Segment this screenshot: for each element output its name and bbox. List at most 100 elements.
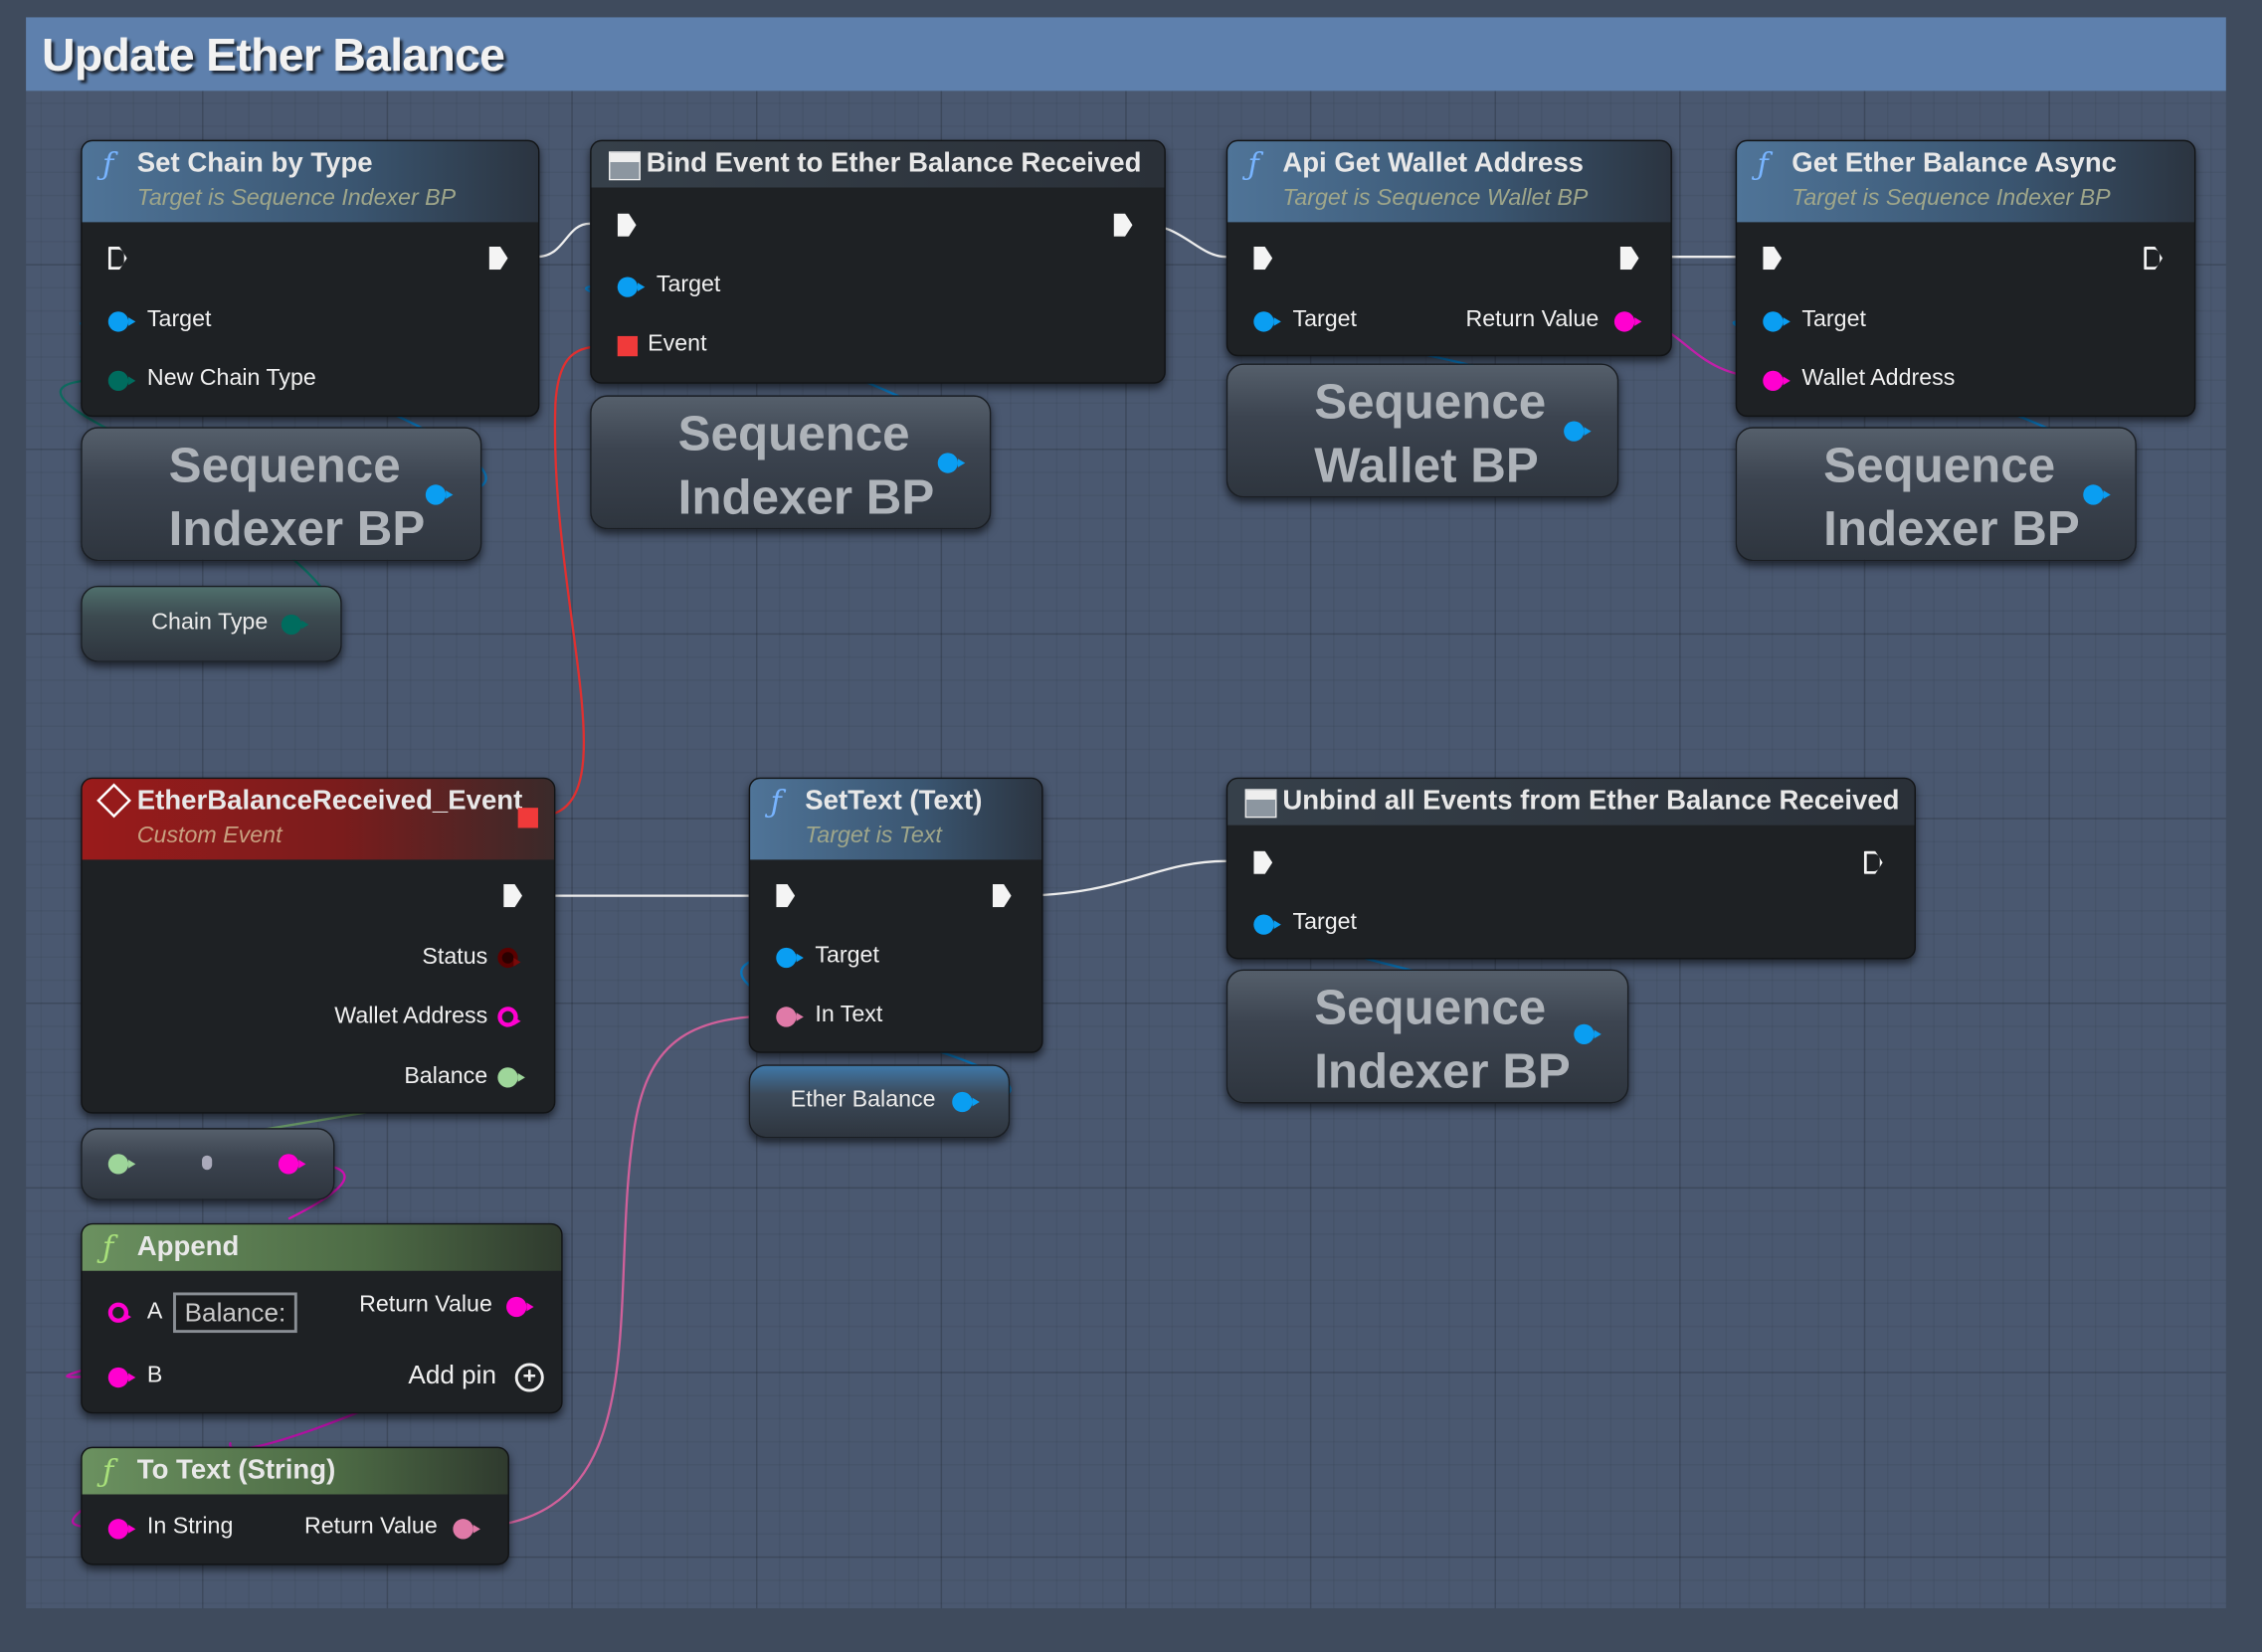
wallet-address-pin[interactable] <box>497 1007 521 1027</box>
node-float-to-string-conversion[interactable] <box>81 1128 335 1200</box>
node-ether-balance-received-event[interactable]: EtherBalanceReceived_Event Custom Event … <box>81 777 556 1114</box>
variable-sequence-indexer-bp[interactable]: Sequence Indexer BP <box>1225 969 1629 1104</box>
exec-out-pin[interactable] <box>1863 850 1883 874</box>
event-pin[interactable] <box>617 335 639 357</box>
exec-in-pin[interactable] <box>1763 247 1783 271</box>
in-string-pin[interactable] <box>107 1519 136 1540</box>
add-pin-icon[interactable]: + <box>514 1363 544 1392</box>
node-to-text-string[interactable]: ƒ To Text (String) In String Return Valu… <box>81 1446 509 1565</box>
output-pin[interactable] <box>281 614 309 636</box>
delegate-out-pin[interactable] <box>517 808 538 828</box>
exec-out-pin[interactable] <box>488 247 508 271</box>
comment-box-header[interactable]: Update Ether Balance <box>26 17 2226 92</box>
node-bind-event[interactable]: Bind Event to Ether Balance Received Tar… <box>590 139 1166 384</box>
pin-label: Target <box>656 273 721 297</box>
pin-label: Target <box>1801 306 1866 332</box>
exec-in-pin[interactable] <box>776 884 796 908</box>
new-chain-type-pin[interactable] <box>107 370 136 392</box>
variable-label: Sequence Indexer BP <box>1823 438 2080 557</box>
output-pin[interactable] <box>937 453 966 473</box>
exec-in-pin[interactable] <box>617 213 637 237</box>
exec-in-pin[interactable] <box>1253 850 1273 874</box>
add-pin-button[interactable]: Add pin <box>408 1360 496 1389</box>
variable-label: Sequence Wallet BP <box>1314 375 1547 494</box>
conversion-dot <box>202 1155 213 1171</box>
target-pin[interactable] <box>617 276 646 297</box>
pin-label: In String <box>146 1514 234 1540</box>
pin-label: Status <box>422 944 488 970</box>
exec-out-pin[interactable] <box>1113 213 1133 237</box>
node-title: To Text (String) <box>136 1455 336 1486</box>
node-title: Set Chain by Type <box>136 148 373 179</box>
variable-ether-balance[interactable]: Ether Balance <box>748 1064 1011 1139</box>
delegate-icon <box>1244 789 1277 819</box>
variable-sequence-indexer-bp[interactable]: Sequence Indexer BP <box>1735 427 2137 562</box>
output-pin[interactable] <box>1564 421 1592 442</box>
a-value-input[interactable]: Balance: <box>173 1292 297 1334</box>
pin-label: Wallet Address <box>1801 366 1956 392</box>
node-settext[interactable]: ƒ SetText (Text) Target is Text Target I… <box>748 777 1043 1053</box>
target-pin[interactable] <box>1763 311 1791 332</box>
b-pin[interactable] <box>107 1367 136 1388</box>
exec-out-pin[interactable] <box>992 884 1012 908</box>
function-icon: ƒ <box>1247 146 1259 182</box>
output-pin[interactable] <box>1574 1023 1602 1045</box>
function-icon: ƒ <box>101 1453 114 1489</box>
pin-label: Target <box>1292 910 1357 935</box>
output-pin[interactable] <box>952 1091 980 1113</box>
node-subtitle: Custom Event <box>136 824 283 848</box>
pin-label: B <box>146 1363 163 1388</box>
variable-sequence-wallet-bp[interactable]: Sequence Wallet BP <box>1225 363 1619 498</box>
node-unbind-all-events[interactable]: Unbind all Events from Ether Balance Rec… <box>1225 777 1916 960</box>
delegate-icon <box>609 151 641 181</box>
variable-label: Sequence Indexer BP <box>168 438 426 557</box>
variable-sequence-indexer-bp[interactable]: Sequence Indexer BP <box>590 395 992 530</box>
function-icon: ƒ <box>1757 146 1769 182</box>
output-pin[interactable] <box>425 484 454 505</box>
pin-label: A <box>146 1299 163 1325</box>
function-icon: ƒ <box>101 146 114 182</box>
exec-in-pin[interactable] <box>1253 247 1273 271</box>
target-pin[interactable] <box>1253 914 1281 935</box>
variable-sequence-indexer-bp[interactable]: Sequence Indexer BP <box>81 427 482 562</box>
variable-label: Chain Type <box>151 610 269 636</box>
pin-label: Target <box>1292 306 1357 332</box>
node-subtitle: Target is Sequence Indexer BP <box>1791 186 2111 211</box>
return-value-pin[interactable] <box>453 1519 480 1540</box>
node-subtitle: Target is Text <box>805 824 942 848</box>
exec-out-pin[interactable] <box>2144 247 2163 271</box>
function-icon: ƒ <box>101 1230 114 1265</box>
variable-label: Sequence Indexer BP <box>1314 981 1571 1100</box>
pin-label: In Text <box>815 1002 883 1027</box>
return-value-pin[interactable] <box>1613 311 1642 332</box>
target-pin[interactable] <box>776 947 804 969</box>
output-pin[interactable] <box>2083 484 2111 505</box>
wallet-address-pin[interactable] <box>1763 370 1791 392</box>
node-title: SetText (Text) <box>805 786 983 817</box>
node-set-chain-by-type[interactable]: ƒ Set Chain by Type Target is Sequence I… <box>81 139 540 418</box>
node-subtitle: Target is Sequence Indexer BP <box>136 186 457 211</box>
function-icon: ƒ <box>770 784 782 820</box>
a-pin[interactable] <box>107 1302 131 1323</box>
input-pin[interactable] <box>107 1154 136 1175</box>
node-api-get-wallet-address[interactable]: ƒ Api Get Wallet Address Target is Seque… <box>1225 139 1672 357</box>
variable-chain-type[interactable]: Chain Type <box>81 585 342 662</box>
node-title: Bind Event to Ether Balance Received <box>646 148 1142 179</box>
exec-out-pin[interactable] <box>1619 247 1639 271</box>
exec-in-pin[interactable] <box>107 247 127 271</box>
output-pin[interactable] <box>278 1154 306 1175</box>
target-pin[interactable] <box>1253 311 1281 332</box>
pin-label: Event <box>648 331 707 357</box>
variable-label: Ether Balance <box>790 1087 936 1113</box>
node-title: EtherBalanceReceived_Event <box>136 786 523 817</box>
exec-out-pin[interactable] <box>503 884 523 908</box>
status-pin[interactable] <box>497 947 521 969</box>
pin-label: Target <box>815 943 879 969</box>
node-get-ether-balance-async[interactable]: ƒ Get Ether Balance Async Target is Sequ… <box>1735 139 2196 418</box>
balance-pin[interactable] <box>497 1067 525 1088</box>
target-pin[interactable] <box>107 311 136 332</box>
return-value-pin[interactable] <box>506 1296 534 1318</box>
node-append[interactable]: ƒ Append A Balance: Return Value B Add p… <box>81 1222 563 1414</box>
comment-title: Update Ether Balance <box>42 29 505 82</box>
in-text-pin[interactable] <box>776 1007 804 1027</box>
